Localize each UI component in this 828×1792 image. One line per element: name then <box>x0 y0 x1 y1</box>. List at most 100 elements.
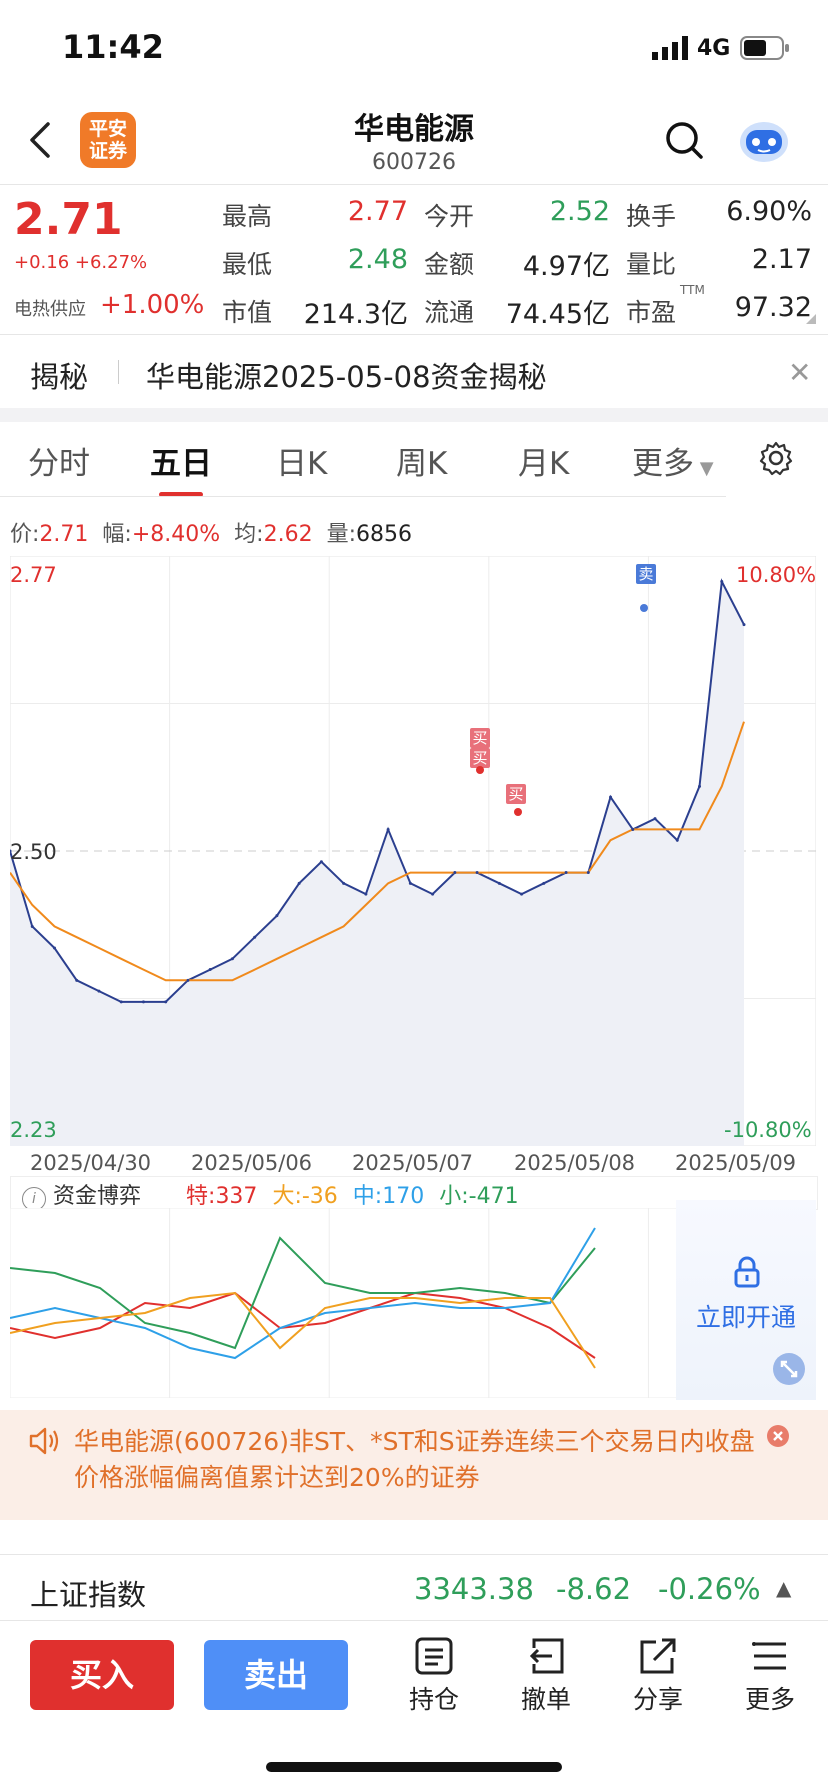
index-change: -8.62 <box>556 1572 632 1606</box>
sell-marker-bg <box>636 564 656 584</box>
price-point <box>10 849 12 853</box>
pe-value: 97.32 <box>734 292 812 323</box>
back-icon[interactable] <box>26 118 56 162</box>
x-axis-date-1: 2025/04/30 <box>30 1151 152 1175</box>
reveal-link[interactable]: 华电能源2025-05-08资金揭秘 <box>146 360 547 394</box>
tab-five-day[interactable]: 五日 <box>150 446 212 482</box>
buy-marker-bg <box>470 748 490 768</box>
price-point <box>208 968 212 972</box>
index-name[interactable]: 上证指数 <box>30 1578 147 1612</box>
tab-intraday[interactable]: 分时 <box>28 446 90 482</box>
amount-value: 4.97亿 <box>522 251 610 282</box>
price-point <box>164 1000 168 1004</box>
current-price: 2.71 <box>14 194 123 245</box>
x-axis-date-2: 2025/05/06 <box>191 1151 313 1175</box>
price-point <box>520 892 524 896</box>
price-point <box>97 989 101 993</box>
index-value: 3343.38 <box>414 1572 534 1606</box>
price-point <box>631 827 635 831</box>
trade-dot <box>514 808 522 816</box>
turnover-value: 6.90% <box>726 196 812 227</box>
active-tab-underline <box>159 492 203 497</box>
price-point <box>319 860 323 864</box>
amount-label: 金额 <box>424 250 475 279</box>
price-point <box>275 914 279 918</box>
home-indicator <box>266 1762 562 1772</box>
fund-line-3 <box>10 1291 596 1369</box>
buy-marker: 买 <box>472 729 487 747</box>
settings-gear-icon[interactable] <box>758 440 794 476</box>
tab-more[interactable]: 更多 ▼ <box>632 446 714 482</box>
fund-line-0 <box>10 1291 596 1359</box>
low-value: 2.48 <box>347 244 408 275</box>
price-point <box>342 881 346 885</box>
search-icon[interactable] <box>664 120 704 160</box>
high-label: 最高 <box>222 202 273 231</box>
trade-dot <box>476 766 484 774</box>
fund-line-2 <box>10 1227 596 1360</box>
price-point <box>542 881 546 885</box>
buy-marker: 买 <box>508 785 523 803</box>
price-point <box>475 871 479 875</box>
price-line <box>10 578 745 1003</box>
lock-icon <box>734 1256 760 1288</box>
buy-button[interactable]: 买入 <box>30 1640 174 1710</box>
chart-info-line: 价:2.71 幅:+8.40% 均:2.62 量:6856 <box>10 522 412 547</box>
price-point <box>386 827 390 831</box>
cancel-order-icon <box>529 1638 564 1674</box>
close-reveal-icon[interactable]: ✕ <box>788 356 812 389</box>
y-axis-bottom-pct: -10.80% <box>724 1118 812 1142</box>
price-point <box>742 623 746 627</box>
price-point <box>75 978 79 982</box>
price-point <box>297 881 301 885</box>
sector-name[interactable]: 电热供应 <box>14 299 86 320</box>
y-axis-top-label: 2.77 <box>10 563 57 587</box>
sector-change[interactable]: +1.00% <box>100 290 205 320</box>
hidden-tabs-strip <box>0 1540 828 1554</box>
broker-logo: 平安 证券 <box>80 112 136 168</box>
tab-daily-k[interactable]: 日K <box>276 446 328 482</box>
tab-monthly-k[interactable]: 月K <box>518 446 570 482</box>
price-point <box>609 795 613 799</box>
more-menu-icon <box>752 1642 786 1670</box>
y-axis-top-pct: 10.80% <box>736 563 817 587</box>
x-axis-date-5: 2025/05/09 <box>675 1151 797 1175</box>
price-change: +0.16 +6.27% <box>14 252 148 273</box>
more-button[interactable]: 更多 <box>728 1636 812 1716</box>
price-point <box>30 924 34 928</box>
fund-game-row: i 资金博弈 特:337 大:-36 中:170 小:-471 <box>22 1178 519 1211</box>
index-pct: -0.26% <box>658 1572 761 1606</box>
fullscreen-icon <box>773 1353 805 1385</box>
sell-marker: 卖 <box>638 565 653 583</box>
index-expand-icon[interactable]: ▲ <box>776 1576 792 1600</box>
price-point <box>52 946 56 950</box>
sell-button[interactable]: 卖出 <box>204 1640 348 1710</box>
unlock-panel[interactable]: 立即开通 <box>676 1200 816 1400</box>
stock-code: 600726 <box>372 150 456 175</box>
notice-banner[interactable] <box>0 1410 828 1520</box>
price-point <box>253 935 257 939</box>
holdings-icon <box>415 1637 453 1675</box>
trade-dot <box>640 604 648 612</box>
price-point <box>408 881 412 885</box>
price-point <box>698 784 702 788</box>
price-point <box>230 957 234 961</box>
share-button[interactable]: 分享 <box>616 1636 700 1716</box>
stock-name: 华电能源 <box>354 112 474 147</box>
speaker-icon <box>29 1427 59 1455</box>
volume-ratio-label: 量比 <box>626 250 677 279</box>
fund-line-1 <box>10 1236 596 1350</box>
price-point <box>586 871 590 875</box>
volume-ratio-value: 2.17 <box>751 244 812 275</box>
price-point <box>186 978 190 982</box>
close-notice-icon[interactable] <box>766 1424 790 1448</box>
x-axis-date-3: 2025/05/07 <box>352 1151 474 1175</box>
cancel-order-button[interactable]: 撤单 <box>504 1636 588 1716</box>
robot-assistant-icon[interactable] <box>738 116 790 164</box>
hold-button[interactable]: 持仓 <box>392 1636 476 1716</box>
price-point <box>364 892 368 896</box>
tab-weekly-k[interactable]: 周K <box>396 446 448 482</box>
price-point <box>720 580 724 584</box>
corner-expand-icon[interactable] <box>806 314 816 324</box>
